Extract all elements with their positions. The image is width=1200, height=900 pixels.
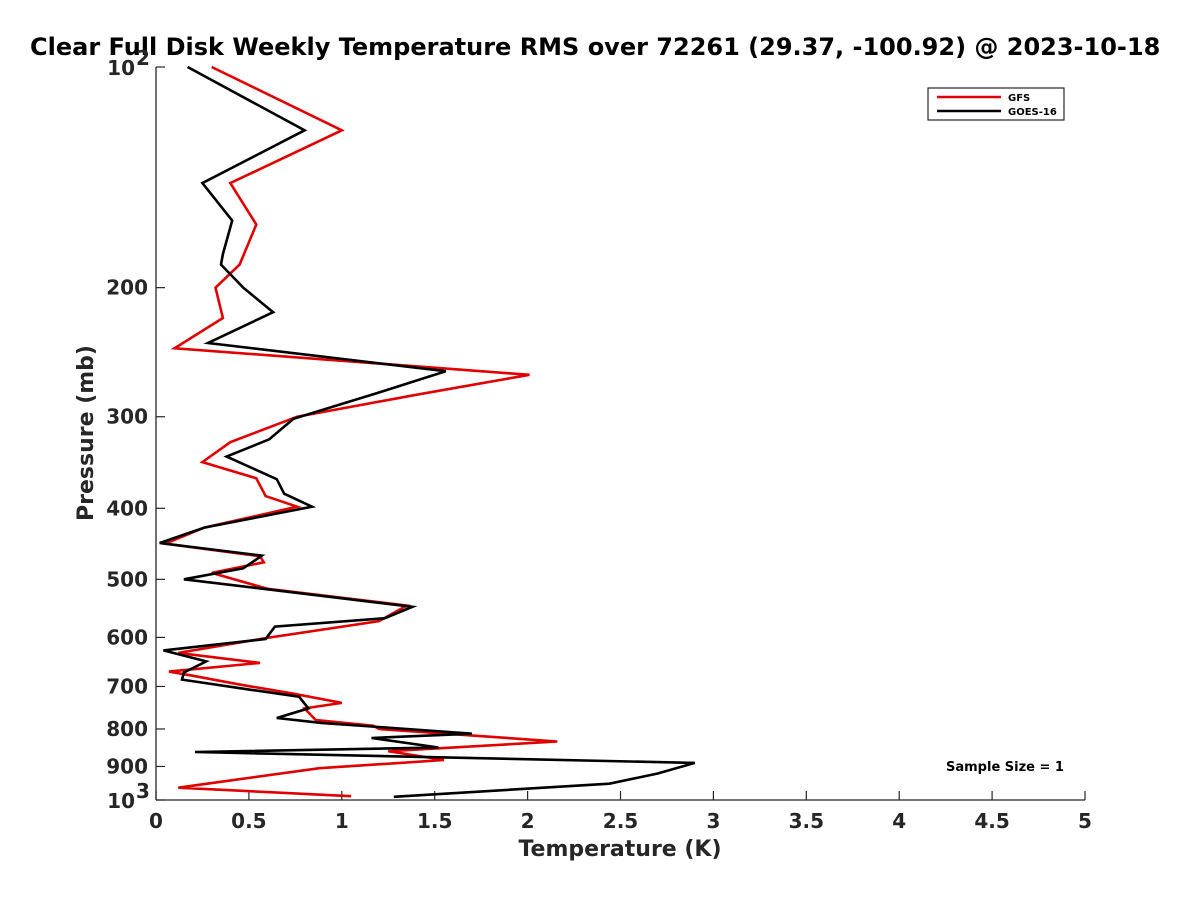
x-tick-label: 4.5 (974, 809, 1009, 833)
x-tick-label: 1 (335, 809, 349, 833)
x-tick-label: 5 (1078, 809, 1092, 833)
plot-area: 0 0.5 1 1.5 2 2.5 3 3.5 4 4.5 510 22003004005006007… (106, 46, 1092, 833)
x-axis-label: Temperature (K) (518, 837, 721, 862)
y-tick-label: 900 (106, 754, 148, 778)
y-tick-label: 700 (106, 674, 148, 698)
y-tick-label: 800 (106, 717, 148, 741)
y-axis-label: Pressure (mb) (74, 345, 99, 521)
y-tick-label: 200 (106, 276, 148, 300)
legend-box (927, 87, 1065, 121)
x-tick-label: 0.5 (231, 809, 266, 833)
legend-label: GOES-16 (1008, 107, 1057, 118)
y-tick-label: 10 (107, 56, 135, 80)
y-tick-exponent: 3 (136, 779, 150, 803)
x-tick-label: 4 (892, 809, 906, 833)
x-tick-label: 3.5 (789, 809, 824, 833)
series-layer (159, 65, 696, 799)
y-tick-label: 10 (107, 789, 135, 813)
series-line-goes-16 (159, 65, 696, 799)
sample-size-annotation: Sample Size = 1 (946, 760, 1064, 775)
legend-label: GFS (1008, 93, 1030, 104)
x-tick-label: 1.5 (417, 809, 452, 833)
x-tick-label: 2.5 (603, 809, 638, 833)
y-tick-label: 300 (106, 405, 148, 429)
chart-title: Clear Full Disk Weekly Temperature RMS o… (30, 33, 1160, 61)
x-tick-label: 0 (149, 809, 163, 833)
y-tick-label: 500 (106, 567, 148, 591)
legend: GFS GOES-16 (927, 87, 1065, 121)
x-tick-label: 2 (521, 809, 535, 833)
y-tick-label: 600 (106, 625, 148, 649)
x-tick-label: 3 (706, 809, 720, 833)
y-tick-label: 400 (106, 496, 148, 520)
y-tick-exponent: 2 (136, 46, 150, 70)
